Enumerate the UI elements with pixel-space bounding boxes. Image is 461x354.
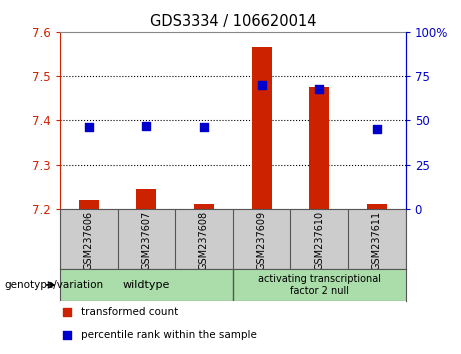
Point bbox=[63, 309, 71, 314]
Text: GSM237610: GSM237610 bbox=[314, 211, 324, 270]
Point bbox=[200, 125, 207, 130]
Point bbox=[142, 123, 150, 129]
Point bbox=[315, 86, 323, 91]
Text: GSM237606: GSM237606 bbox=[84, 211, 94, 270]
Text: percentile rank within the sample: percentile rank within the sample bbox=[81, 330, 257, 340]
Text: GSM237611: GSM237611 bbox=[372, 211, 382, 270]
Bar bbox=[367, 205, 387, 209]
Text: transformed count: transformed count bbox=[81, 307, 178, 316]
Bar bbox=[79, 200, 99, 209]
Bar bbox=[194, 205, 214, 209]
Point bbox=[258, 82, 266, 88]
Bar bbox=[252, 47, 272, 209]
Text: GSM237609: GSM237609 bbox=[257, 211, 266, 270]
Text: GSM237608: GSM237608 bbox=[199, 211, 209, 270]
Text: genotype/variation: genotype/variation bbox=[5, 280, 104, 290]
Bar bbox=[309, 87, 329, 209]
Text: activating transcriptional
factor 2 null: activating transcriptional factor 2 null bbox=[258, 274, 381, 296]
Title: GDS3334 / 106620014: GDS3334 / 106620014 bbox=[149, 14, 316, 29]
Point bbox=[85, 125, 92, 130]
Bar bbox=[136, 189, 156, 209]
Text: wildtype: wildtype bbox=[123, 280, 170, 290]
Point bbox=[373, 126, 381, 132]
Point bbox=[63, 332, 71, 338]
Text: GSM237607: GSM237607 bbox=[142, 211, 151, 270]
